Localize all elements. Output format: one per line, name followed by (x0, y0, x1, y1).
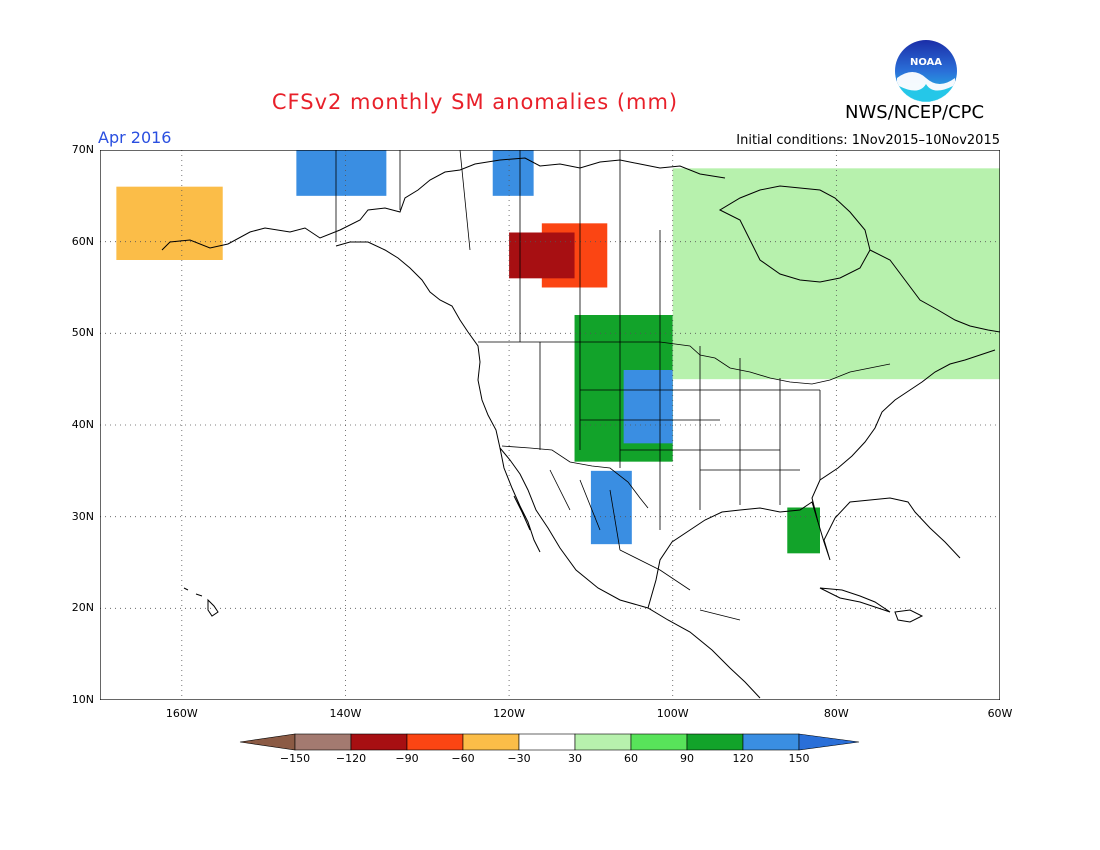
colorbar-tick-label: 60 (624, 752, 638, 765)
anomaly-region-10 (787, 507, 820, 554)
colorbar-tick-label: −30 (507, 752, 531, 765)
colorbar-bin (630, 733, 688, 751)
latitude-label: 10N (71, 693, 94, 706)
longitude-label: 140W (329, 707, 362, 720)
colorbar-bin (798, 733, 860, 751)
map-panel (100, 150, 1000, 700)
coastline-labrador (869, 249, 1000, 333)
colorbar-bin (686, 733, 744, 751)
colorbar-bin (462, 733, 520, 751)
anomaly-region-7 (492, 150, 534, 196)
agency-label: NWS/NCEP/CPC (845, 102, 985, 123)
colorbar-tick-label: −60 (451, 752, 475, 765)
latitude-label: 50N (71, 326, 94, 340)
colorbar-tick-label: 150 (788, 752, 810, 765)
colorbar-tick-label: −120 (335, 752, 367, 765)
logo-text: NOAA (910, 57, 942, 68)
longitude-label: 120W (493, 707, 526, 720)
initial-conditions: Initial conditions: 1Nov2015–10Nov2015 (736, 133, 1000, 148)
latitude-label: 30N (71, 509, 94, 523)
anomaly-region-6 (296, 150, 387, 196)
longitude-label: 100W (656, 707, 689, 720)
coastline-atlantic (811, 349, 996, 523)
anomaly-region-9 (672, 168, 1000, 380)
mexico-state-lines (549, 469, 741, 621)
colorbar (239, 733, 860, 751)
graticule (100, 150, 1000, 700)
forecast-period: Apr 2016 (98, 128, 172, 147)
us-state-lines (539, 342, 821, 530)
anomaly-region-5 (590, 470, 632, 545)
latitude-label: 70N (71, 143, 94, 156)
longitude-label: 160W (165, 707, 198, 720)
colorbar-bin (742, 733, 800, 751)
colorbar-tick-label: 120 (732, 752, 754, 765)
coastline-baja (499, 447, 541, 553)
latitude-label: 40N (71, 418, 94, 431)
political-borders (335, 150, 891, 621)
colorbar-bin (406, 733, 464, 751)
colorbar-bin (518, 733, 576, 751)
anomaly-region-8 (116, 186, 223, 260)
latitude-label: 60N (71, 234, 94, 248)
anomaly-region-2 (509, 232, 575, 279)
coastline-hawaii (183, 587, 219, 617)
colorbar-bin (574, 733, 632, 751)
colorbar-tick-label: 30 (568, 752, 582, 765)
coastlines (161, 157, 1000, 699)
colorbar-tick-label: −90 (395, 752, 419, 765)
colorbar-tick-label: −150 (279, 752, 311, 765)
us-mexico-border (501, 445, 649, 509)
coastline-north-pacific (335, 241, 761, 699)
colorbar-bin (294, 733, 352, 751)
coastline-hispaniola (894, 609, 924, 623)
colorbar-bin (239, 733, 296, 751)
colorbar-bin (350, 733, 408, 751)
chart-title: CFSv2 monthly SM anomalies (mm) (271, 90, 679, 114)
colorbar-tick-label: 90 (680, 752, 694, 765)
anomaly-region-4 (623, 370, 673, 444)
coastline-alaska (161, 157, 726, 251)
noaa-logo: NOAA (895, 40, 957, 103)
coastline-cuba (819, 587, 891, 613)
longitude-label: 60W (987, 707, 1013, 720)
canada-province-lines (399, 150, 661, 342)
logo-wave (899, 84, 953, 102)
latitude-label: 20N (71, 601, 94, 615)
longitude-label: 80W (823, 707, 849, 720)
